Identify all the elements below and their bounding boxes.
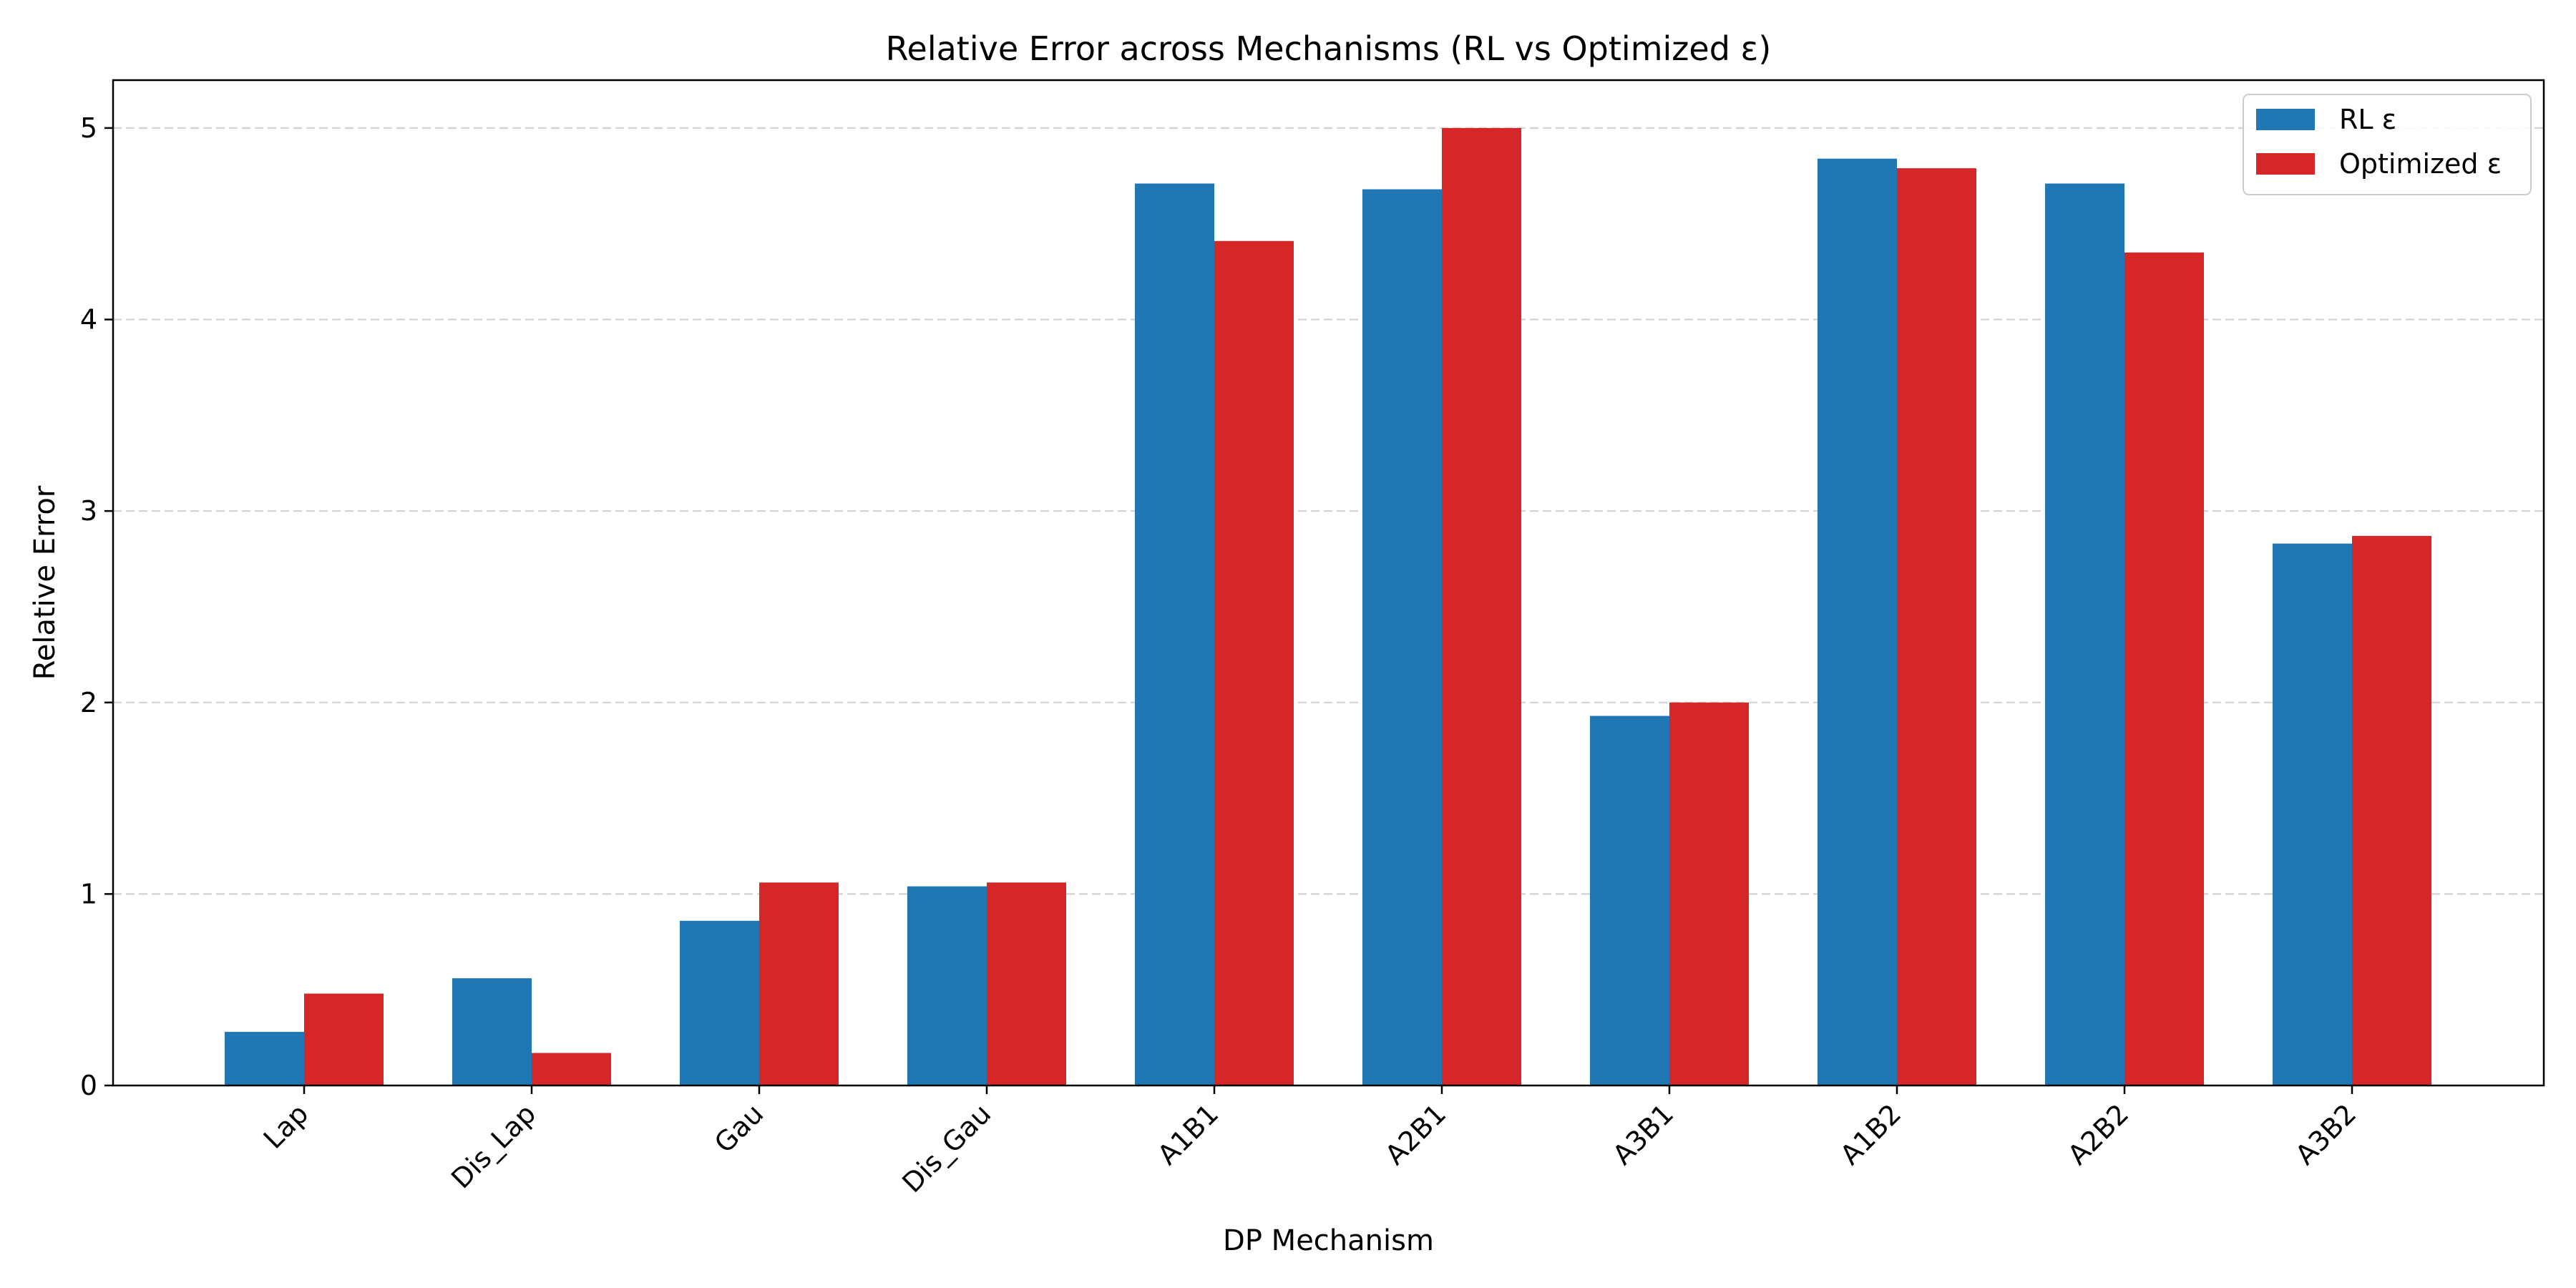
y-tick-label: 0 — [80, 1070, 97, 1101]
bar-rl-dis-lap — [452, 978, 532, 1085]
x-axis-label: DP Mechanism — [1223, 1224, 1434, 1257]
bar-rl-a2b1 — [1362, 189, 1442, 1085]
bar-optimized-a3b2 — [2352, 535, 2431, 1085]
bar-rl-lap — [225, 1032, 304, 1085]
y-axis-label: Relative Error — [29, 485, 62, 680]
bar-rl-a1b2 — [1818, 158, 1897, 1085]
bar-optimized-a3b1 — [1669, 702, 1749, 1085]
y-tick-label: 3 — [80, 495, 97, 527]
legend-label: Optimized ε — [2339, 148, 2502, 180]
bar-rl-a1b1 — [1135, 183, 1214, 1085]
y-tick-label: 2 — [80, 687, 97, 718]
bar-rl-a3b1 — [1590, 716, 1669, 1085]
bars — [225, 127, 2431, 1086]
plot-frame — [112, 79, 2545, 1087]
y-tick-label: 1 — [80, 878, 97, 909]
legend-label: RL ε — [2339, 104, 2396, 135]
legend-swatch — [2256, 153, 2315, 175]
bar-optimized-lap — [304, 993, 384, 1085]
chart-title: Relative Error across Mechanisms (RL vs … — [886, 29, 1772, 68]
bar-optimized-a1b2 — [1897, 168, 1976, 1086]
bar-optimized-dis-lap — [532, 1053, 611, 1085]
y-tick-label: 5 — [80, 112, 97, 144]
bar-rl-a2b2 — [2045, 183, 2124, 1085]
legend-swatch — [2256, 109, 2315, 130]
bar-rl-gau — [680, 920, 759, 1085]
bar-rl-dis-gau — [907, 886, 987, 1085]
bar-optimized-a1b1 — [1214, 240, 1294, 1085]
bar-optimized-dis-gau — [987, 882, 1066, 1085]
y-tick-label: 4 — [80, 304, 97, 336]
bar-rl-a3b2 — [2273, 543, 2352, 1085]
bar-optimized-a2b2 — [2124, 252, 2204, 1085]
bar-optimized-gau — [759, 882, 839, 1085]
legend-box — [2243, 94, 2532, 195]
bar-optimized-a2b1 — [1442, 127, 1521, 1085]
legend: RL ε Optimized ε — [2243, 94, 2532, 195]
